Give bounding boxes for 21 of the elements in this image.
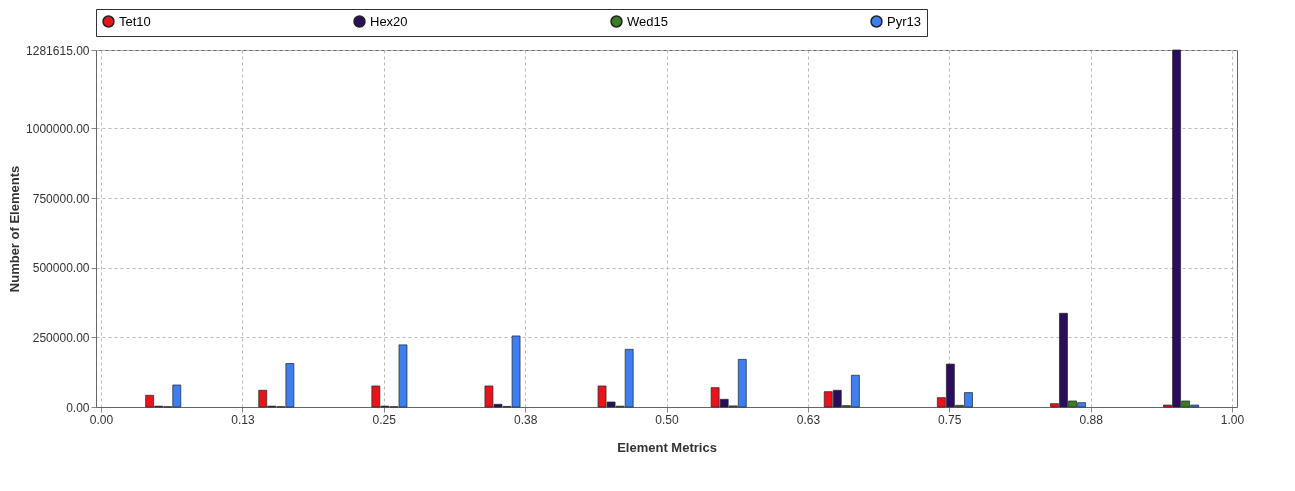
x-tick-label: 0.50	[655, 412, 679, 427]
legend-label: Wed15	[627, 13, 668, 29]
x-tick-label: 0.75	[938, 412, 962, 427]
x-tick-label: 0.00	[89, 412, 114, 427]
y-tick-label: 500000.00	[32, 261, 90, 276]
x-tick-label: 0.88	[1079, 412, 1104, 427]
x-tick-label: 0.13	[231, 412, 255, 427]
x-tick-label: 0.25	[372, 412, 397, 427]
x-axis-title: Element Metrics	[617, 439, 717, 455]
y-tick-label: 1000000.00	[26, 121, 90, 136]
y-tick-label: 250000.00	[32, 330, 90, 345]
legend-label: Tet10	[119, 13, 151, 29]
x-tick-label: 0.63	[796, 412, 821, 427]
legend-label: Hex20	[370, 13, 408, 29]
legend-label: Pyr13	[887, 13, 921, 29]
x-tick-label: 0.38	[513, 412, 538, 427]
y-tick-label: 750000.00	[32, 191, 90, 206]
y-axis-title: Number of Elements	[7, 165, 23, 293]
x-tick-label: 1.00	[1220, 412, 1245, 427]
y-tick-label: 0.00	[66, 400, 90, 415]
y-tick-label: 1281615.00	[26, 43, 90, 58]
